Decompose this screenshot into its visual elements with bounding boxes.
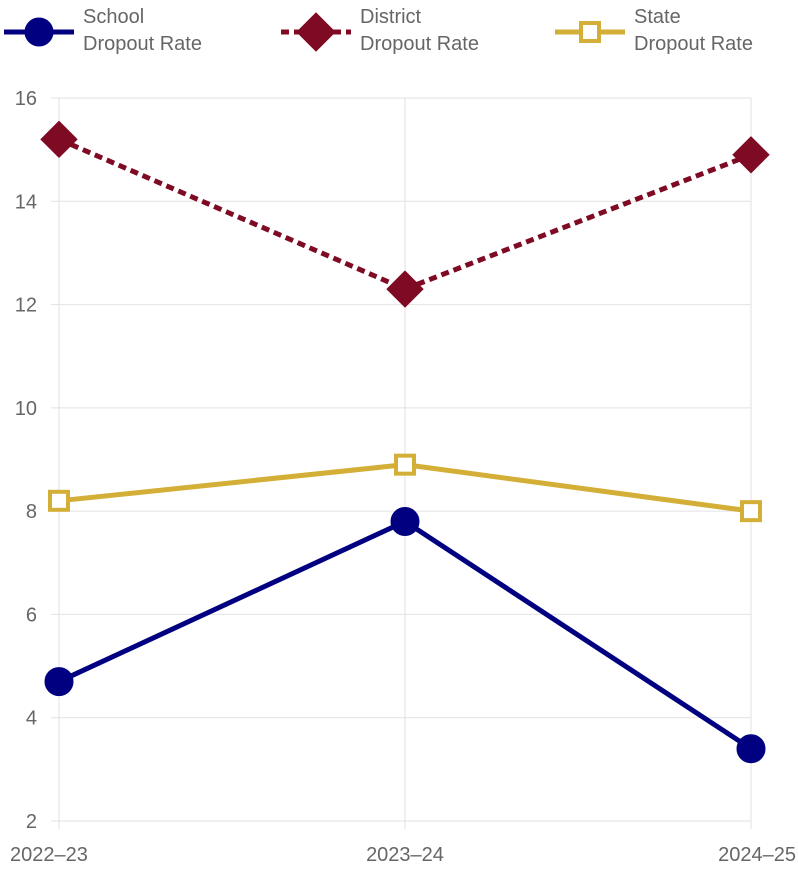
x-tick-label: 2022–23 (10, 844, 88, 866)
legend-label-line: District (360, 6, 422, 28)
legend-label: State Dropout Rate (634, 6, 753, 55)
legend-label-line: Dropout Rate (83, 33, 202, 55)
legend-label: District Dropout Rate (360, 6, 479, 55)
y-tick-label: 12 (15, 295, 37, 317)
legend-label-line: Dropout Rate (634, 33, 753, 55)
legend-item-school: School Dropout Rate (4, 6, 202, 55)
data-point-district (386, 270, 424, 308)
x-tick-label: 2024–25 (718, 844, 796, 866)
legend-marker (24, 17, 54, 47)
legend-item-state: State Dropout Rate (555, 6, 753, 55)
legend-label-line: School (83, 6, 144, 28)
y-tick-label: 10 (15, 398, 37, 420)
y-tick-label: 8 (26, 501, 37, 523)
y-tick-label: 2 (26, 811, 37, 833)
legend-label-line: Dropout Rate (360, 33, 479, 55)
legend-label: School Dropout Rate (83, 6, 202, 55)
data-point-district (40, 120, 78, 159)
axes: 2 4 6 8 10 12 14 16 2022–23 2023–24 2024–25 (10, 88, 796, 866)
series-state (48, 453, 762, 523)
data-point-state (740, 500, 762, 523)
legend-marker (296, 12, 336, 52)
data-point-district (732, 136, 770, 174)
data-point-state (48, 489, 70, 512)
legend-marker (579, 21, 601, 43)
series-school (44, 506, 766, 764)
y-tick-label: 16 (15, 88, 37, 110)
y-tick-label: 14 (15, 191, 37, 213)
data-point-school (44, 667, 74, 697)
y-tick-label: 4 (26, 708, 37, 730)
series-layer (40, 120, 770, 764)
data-point-state (394, 453, 416, 476)
legend-item-district: District Dropout Rate (281, 6, 479, 55)
grid (51, 97, 752, 829)
legend-label-line: State (634, 6, 681, 28)
series-district (40, 120, 770, 308)
y-tick-label: 6 (26, 604, 37, 626)
data-point-school (390, 506, 420, 536)
data-point-school (736, 734, 766, 764)
x-tick-label: 2023–24 (366, 844, 444, 866)
